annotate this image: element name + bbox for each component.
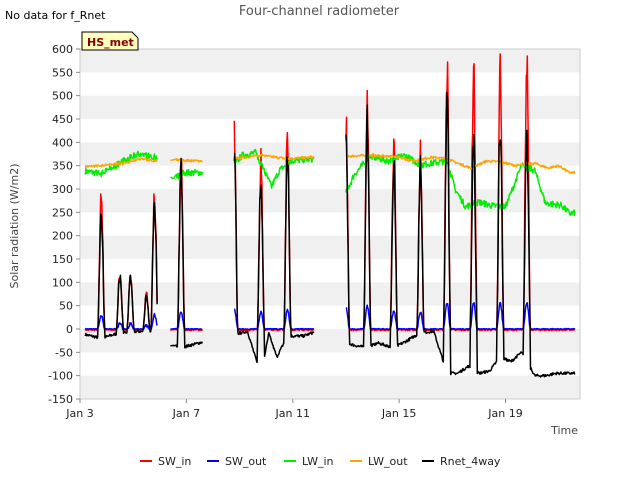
y-tick-label: 200	[52, 230, 73, 243]
grid-band	[80, 375, 580, 399]
y-axis-ticks: -150 -100 -50 0 50 100 150 200 250 300 350 400 450 50…	[48, 43, 80, 406]
grid-band	[80, 235, 580, 259]
plot-frame	[79, 48, 581, 400]
hs-met-badge-label: HS_met	[87, 36, 134, 49]
grid-band	[80, 282, 580, 306]
y-tick-label: 300	[52, 183, 73, 196]
x-tick-label: Jan 3	[65, 407, 93, 420]
y-tick-label: 150	[52, 253, 73, 266]
grid-bands	[80, 49, 580, 399]
y-tick-label: -150	[48, 393, 73, 406]
y-tick-label: -100	[48, 370, 73, 383]
y-tick-label: 100	[52, 276, 73, 289]
y-axis-label: Solar radiation (W/m2)	[8, 163, 21, 288]
legend: SW_in SW_out LW_in LW_out Rnet_4way	[140, 455, 501, 468]
y-tick-label: 350	[52, 160, 73, 173]
chart-title: Four-channel radiometer	[239, 4, 400, 19]
legend-label-sw_in: SW_in	[158, 455, 191, 468]
x-tick-label: Jan 15	[381, 407, 416, 420]
grid-band	[80, 142, 580, 166]
y-tick-label: 600	[52, 43, 73, 56]
grid-band	[80, 49, 580, 73]
y-tick-label: 50	[59, 300, 73, 313]
legend-label-lw_out: LW_out	[368, 455, 408, 468]
grid-band	[80, 189, 580, 213]
y-tick-label: 0	[66, 323, 73, 336]
legend-label-sw_out: SW_out	[225, 455, 267, 468]
grid-band	[80, 72, 580, 96]
series-line-lw_out	[84, 153, 576, 175]
y-tick-label: 250	[52, 206, 73, 219]
no-data-note: No data for f_Rnet	[5, 9, 106, 22]
y-tick-label: 550	[52, 66, 73, 79]
y-tick-label: 400	[52, 136, 73, 149]
hs-met-badge-shape	[81, 31, 139, 51]
series-line-sw_out	[84, 301, 576, 331]
grid-band	[80, 352, 580, 376]
x-tick-label: Jan 19	[487, 407, 522, 420]
x-axis-ticks: Jan 3 Jan 7 Jan 11 Jan 15 Jan 19	[65, 399, 523, 420]
x-tick-label: Jan 7	[172, 407, 200, 420]
x-axis-label: Time	[550, 424, 578, 437]
legend-label-rnet_4way: Rnet_4way	[440, 455, 501, 468]
series-layer	[84, 53, 576, 378]
y-tick-label: -50	[55, 346, 73, 359]
grid-band	[80, 119, 580, 143]
grid-band	[80, 95, 580, 119]
x-tick-label: Jan 11	[275, 407, 310, 420]
grid-band	[80, 329, 580, 353]
y-tick-label: 500	[52, 90, 73, 103]
hs-met-badge: HS_met	[81, 31, 139, 51]
series-line-rnet_4way	[84, 92, 576, 378]
grid-band	[80, 165, 580, 189]
grid-band	[80, 305, 580, 329]
legend-label-lw_in: LW_in	[302, 455, 334, 468]
y-tick-label: 450	[52, 113, 73, 126]
grid-band	[80, 212, 580, 236]
grid-band	[80, 259, 580, 283]
series-line-lw_in	[84, 148, 576, 217]
